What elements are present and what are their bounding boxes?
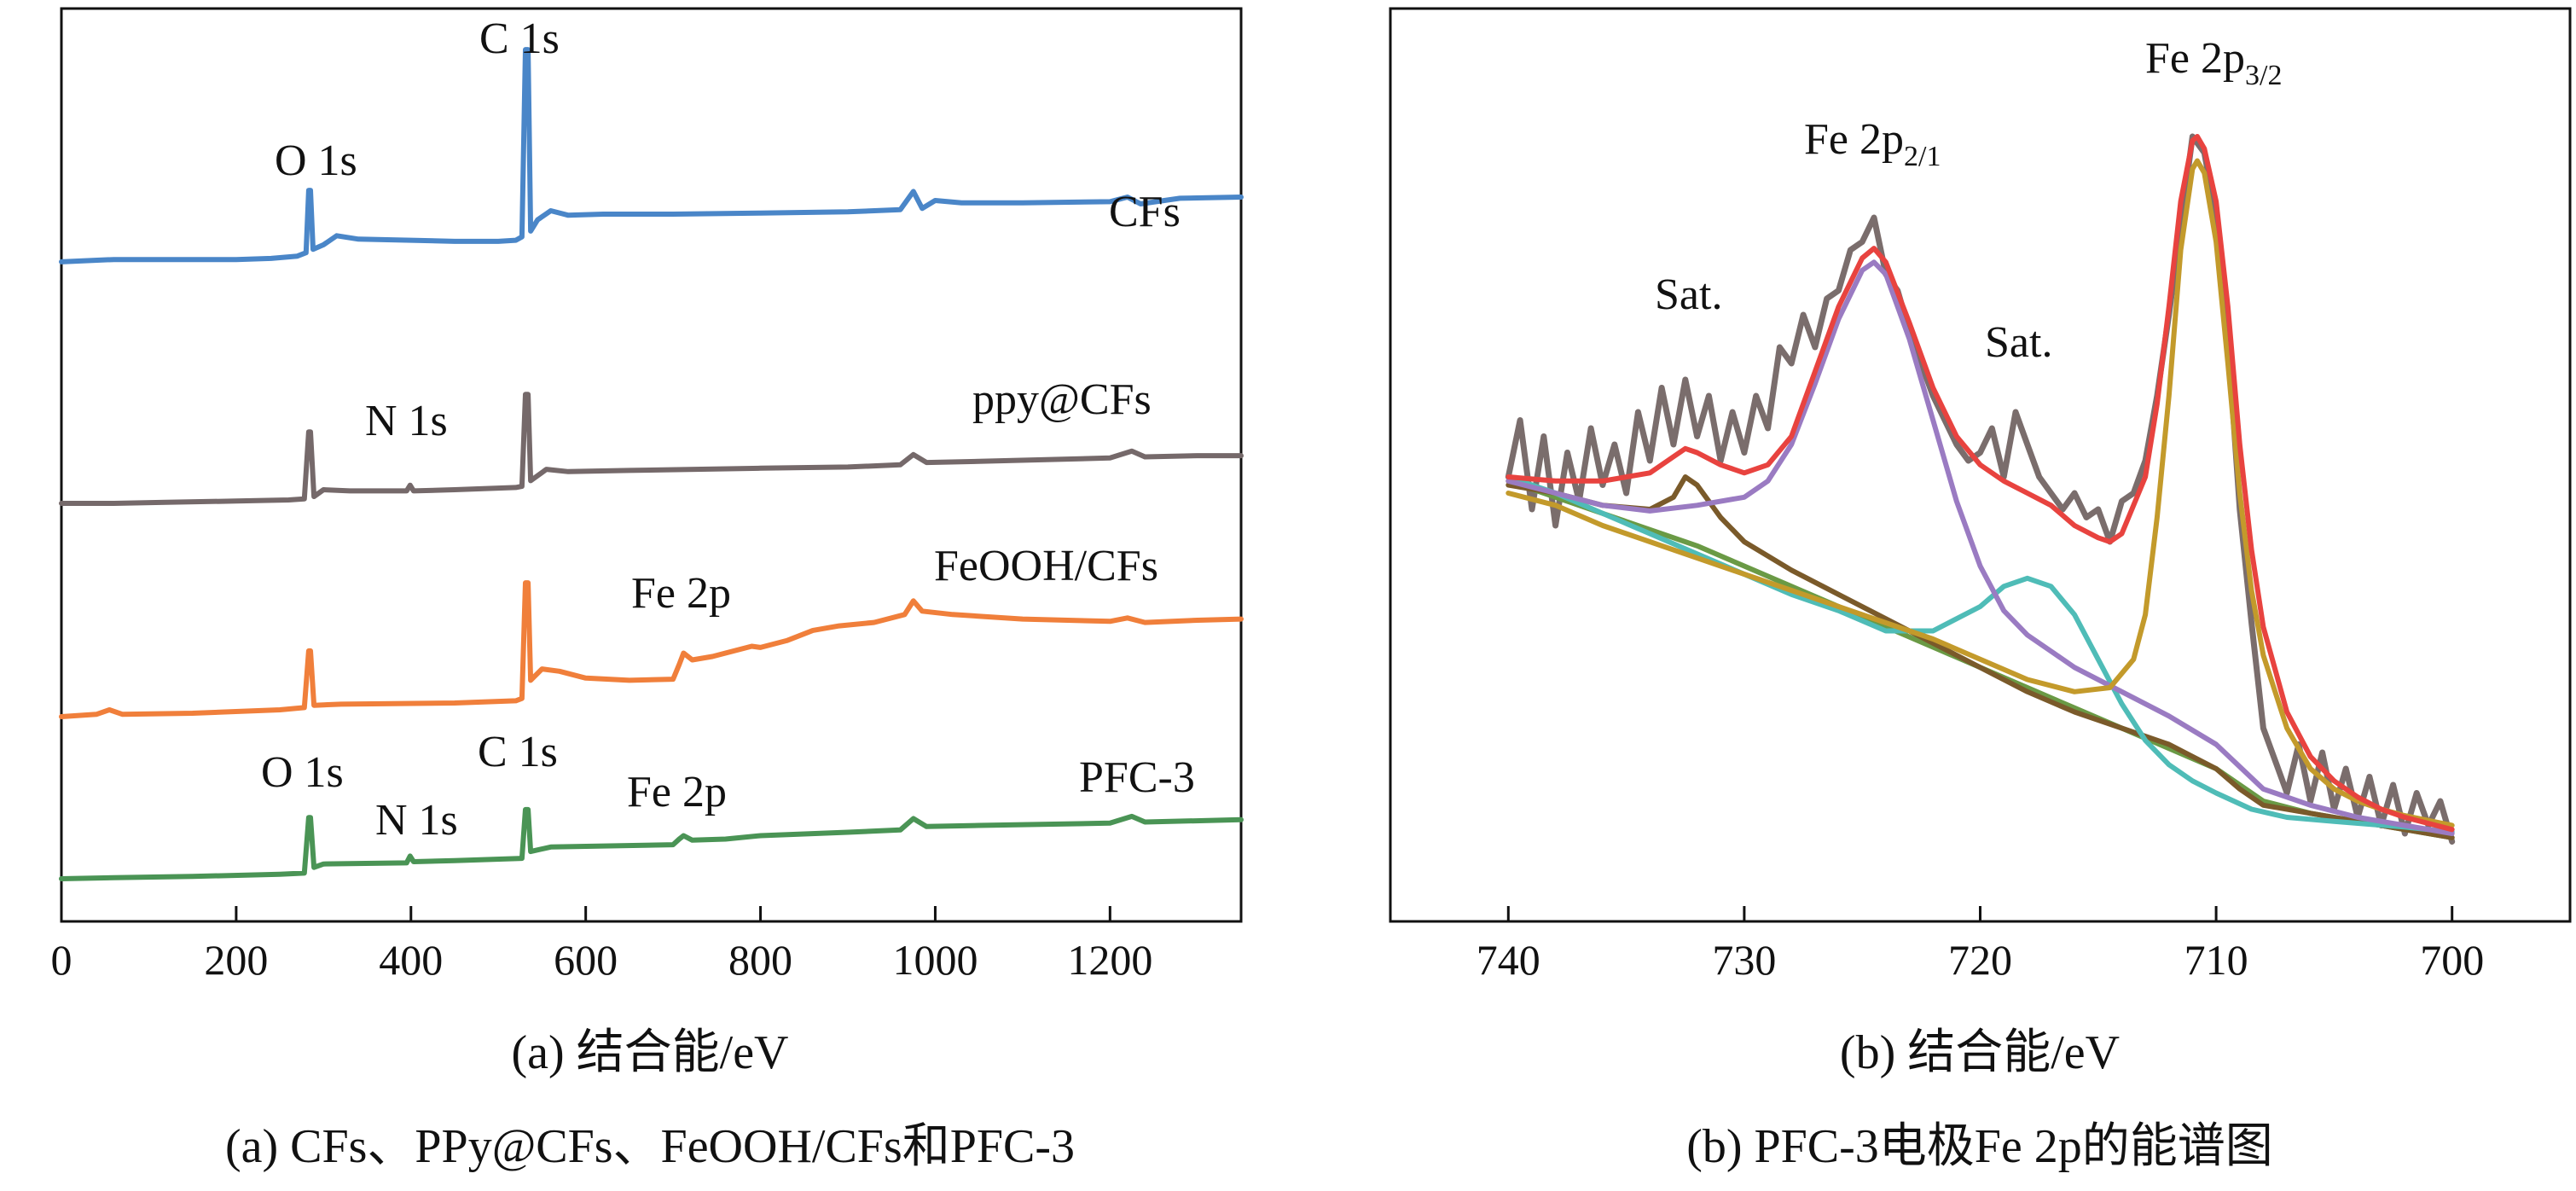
label-sat-right: Sat. (1985, 318, 2052, 367)
label-fe2p-bot: Fe 2p (627, 768, 727, 816)
panel-b-xlabel: (b) 结合能/eV (1840, 1026, 2120, 1079)
label-o1s-bot: O 1s (261, 748, 344, 797)
panel-b-x-tick-label: 720 (1948, 936, 2012, 984)
label-c1s-bot: C 1s (478, 728, 558, 776)
label-sat-left: Sat. (1655, 270, 1722, 319)
panel-a-curves (59, 47, 1244, 881)
panel-a-xlabel: (a) 结合能/eV (511, 1026, 788, 1079)
label-fe2p-mid: Fe 2p (631, 569, 731, 618)
panel-a-x-tick-label: 200 (204, 936, 268, 984)
panel-a-x-tick-label: 0 (51, 936, 73, 984)
panel-b-caption: (b) PFC-3电极Fe 2p的能谱图 (1686, 1120, 2273, 1173)
fit-line-component-5 (1506, 474, 2455, 840)
label-c1s-top: C 1s (479, 15, 560, 63)
panel-a-x-tick-label: 1200 (1067, 936, 1152, 984)
panel-b-x-tick-label: 740 (1477, 936, 1540, 984)
label-feooh: FeOOH/CFs (934, 542, 1158, 590)
panel-a-frame (60, 7, 1243, 923)
panel-a-x-ticks: 0 200 400 600 800 1000 1200 (51, 906, 1152, 984)
series-line-cfs (59, 47, 1244, 264)
panel-a-x-tick-label: 400 (379, 936, 443, 984)
label-cfs: CFs (1109, 188, 1181, 236)
panel-a-caption: (a) CFs、PPy@CFs、FeOOH/CFs和PFC-3 (225, 1120, 1075, 1173)
series-line-feooh-cfs (59, 580, 1244, 719)
fit-line-envelope-1 (1506, 134, 2455, 833)
label-n1s-mid: N 1s (365, 397, 448, 445)
panel-b-x-tick-label: 700 (2420, 936, 2484, 984)
series-line-pfc-3 (59, 806, 1244, 881)
fit-line-raw-0 (1505, 133, 2456, 845)
label-o1s-top: O 1s (275, 137, 357, 185)
label-fe2p32: Fe 2p3/2 (2145, 34, 2282, 91)
series-line-ppy-cfs (59, 392, 1244, 506)
fit-line-component-3 (1506, 158, 2455, 828)
label-ppy: ppy@CFs (972, 375, 1152, 424)
panel-b-x-tick-label: 730 (1712, 936, 1776, 984)
label-n1s-bot: N 1s (375, 796, 458, 845)
panel-b-curves (1505, 133, 2456, 845)
label-fe2p32-main: Fe 2p (2145, 34, 2245, 83)
label-fe2p21-sub: 2/1 (1904, 141, 1941, 172)
fit-line-component-2 (1506, 259, 2455, 836)
label-pfc: PFC-3 (1079, 753, 1195, 802)
panel-b-x-ticks: 740 730 720 710 700 (1477, 906, 2484, 984)
label-fe2p32-sub: 3/2 (2245, 60, 2282, 91)
panel-a-x-tick-label: 1000 (892, 936, 978, 984)
panel-a-x-tick-label: 800 (728, 936, 792, 984)
panel-a-survey-spectra: 0 200 400 600 800 1000 1200 O 1s C 1s CFs N 1s… (51, 7, 1244, 1173)
panel-a-x-tick-label: 600 (554, 936, 618, 984)
panel-b-x-tick-label: 710 (2184, 936, 2248, 984)
panel-b-fe2p-spectrum: 740 730 720 710 700 Fe 2p3/2 Fe 2p2/1 Sat. S… (1389, 7, 2572, 1173)
label-fe2p21-main: Fe 2p (1804, 115, 1904, 164)
fit-line-component-4 (1506, 474, 2455, 835)
label-fe2p21: Fe 2p2/1 (1804, 115, 1941, 172)
